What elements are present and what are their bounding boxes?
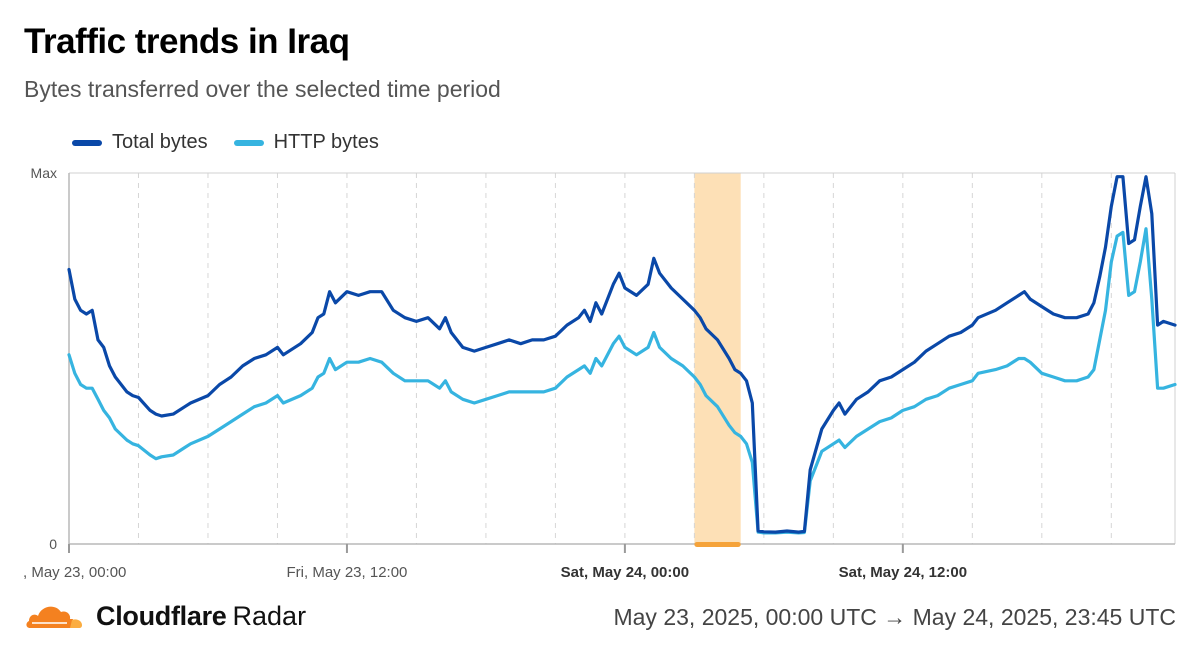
x-tick-label: Sat, May 24, 12:00 (839, 564, 967, 581)
series-line-total[interactable] (67, 175, 1177, 534)
outage-marker[interactable] (694, 542, 741, 547)
legend-item-http-bytes[interactable]: HTTP bytes (233, 131, 379, 154)
series-line-http[interactable] (67, 227, 1177, 535)
legend-label-http: HTTP bytes (273, 131, 379, 153)
legend-swatch-http (233, 139, 264, 146)
outage-highlight-band[interactable] (694, 173, 741, 544)
legend-swatch-total (72, 139, 102, 146)
chart-legend: Total bytes HTTP bytes (72, 131, 405, 154)
cloudflare-cloud-icon (26, 606, 82, 628)
brand-product: Radar (232, 600, 307, 631)
chart-subtitle: Bytes transferred over the selected time… (24, 76, 501, 102)
x-tick-label: , May 23, 00:00 (23, 564, 126, 581)
x-tick-label: Sat, May 24, 00:00 (561, 564, 689, 581)
date-range: May 23, 2025, 00:00 UTC → May 24, 2025, … (613, 604, 1176, 630)
x-tick-label: Fri, May 23, 12:00 (287, 564, 408, 581)
traffic-line-chart[interactable]: 0 Max , May 23, 00:00 Fri, May 23, 12:00 Sat… (0, 150, 1200, 590)
cloudflare-radar-logo: Cloudflare Radar (24, 598, 306, 634)
chart-title: Traffic trends in Iraq (24, 22, 350, 61)
brand-name: Cloudflare (96, 600, 227, 631)
y-tick-label-min: 0 (49, 536, 57, 552)
y-tick-label-max: Max (31, 165, 57, 181)
legend-label-total: Total bytes (112, 131, 208, 153)
legend-item-total-bytes[interactable]: Total bytes (72, 131, 208, 154)
